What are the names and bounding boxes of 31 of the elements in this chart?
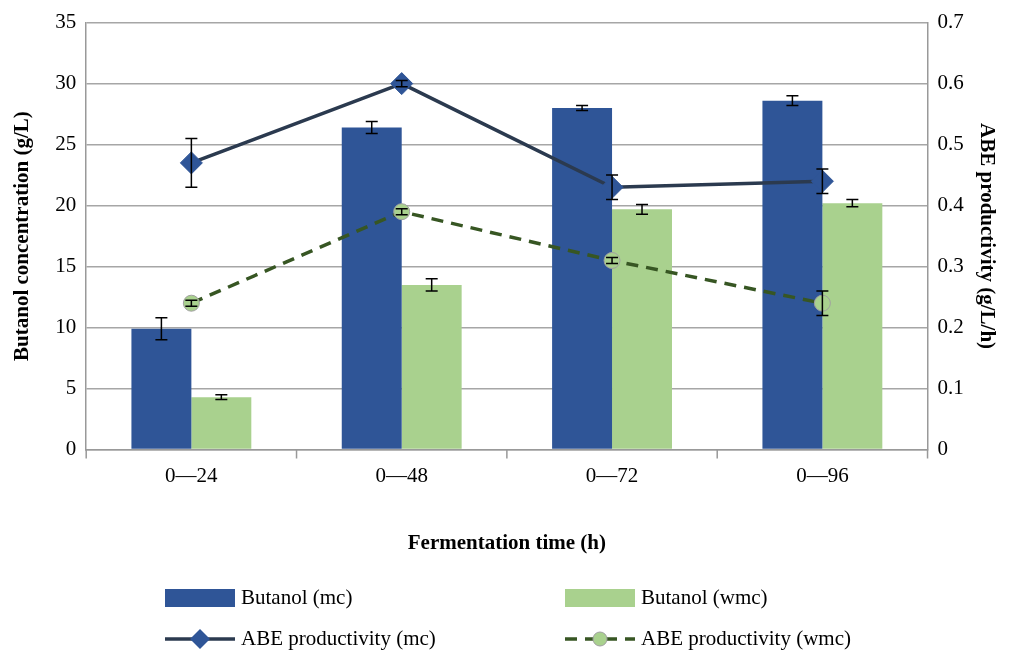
legend-label: ABE productivity (wmc) <box>641 626 851 651</box>
bar <box>131 328 192 449</box>
y-axis-title: Butanol concentration (g/L) <box>9 111 34 361</box>
y-tick-label: 10 <box>55 314 77 339</box>
y-tick-label: 25 <box>55 131 77 156</box>
y-tick-label: 15 <box>55 253 77 278</box>
y2-axis-title: ABE productivity (g/L/h) <box>975 123 1000 350</box>
y-tick-label: 20 <box>55 192 77 217</box>
legend-label: ABE productivity (mc) <box>241 626 436 651</box>
bar <box>191 397 252 449</box>
x-axis-title: Fermentation time (h) <box>407 529 607 554</box>
y-tick-label: 30 <box>55 70 77 95</box>
y2-tick-label: 0.2 <box>937 314 964 339</box>
bar <box>341 127 402 449</box>
x-tick-label: 0—24 <box>165 462 219 487</box>
y-tick-label: 5 <box>65 375 77 400</box>
y-tick-label: 0 <box>65 436 77 461</box>
x-tick-label: 0—72 <box>585 462 639 487</box>
bar <box>401 284 462 449</box>
y-tick-label: 35 <box>55 9 77 34</box>
y2-tick-label: 0.1 <box>937 375 964 400</box>
y2-tick-label: 0.5 <box>937 131 964 156</box>
legend-label: Butanol (mc) <box>241 585 353 610</box>
x-tick-label: 0—48 <box>375 462 428 487</box>
y2-tick-label: 0.7 <box>937 9 964 34</box>
y2-tick-label: 0.3 <box>937 253 964 278</box>
y2-tick-label: 0 <box>937 436 949 461</box>
y2-tick-label: 0.4 <box>937 192 965 217</box>
x-tick-label: 0—96 <box>796 462 849 487</box>
y2-tick-label: 0.6 <box>937 70 964 95</box>
legend-label: Butanol (wmc) <box>641 585 768 610</box>
